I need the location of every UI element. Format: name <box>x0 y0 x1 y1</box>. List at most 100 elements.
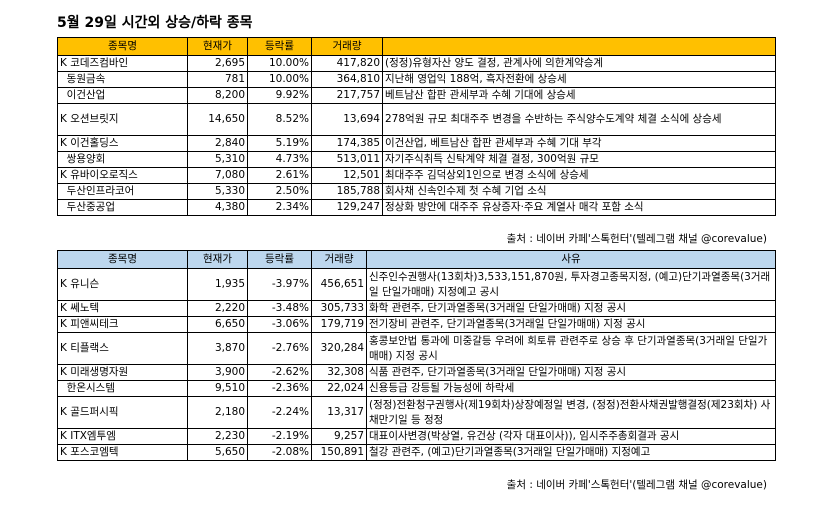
change-rate-cell: 2.34% <box>247 199 312 216</box>
table-row: 두산인프라코어 5,330 2.50% 185,788 회사채 신속인수제 첫 수혜 기… <box>57 183 776 200</box>
reason-cell: 278억원 규모 최대주주 변경을 수반하는 주식양수도계약 체결 소식에 상승… <box>382 103 776 136</box>
volume-cell: 417,820 <box>311 55 383 72</box>
stock-name-cell: 한온시스템 <box>57 380 188 397</box>
table-row: K 유바이오로직스 7,080 2.61% 12,501 최대주주 김덕상외1인으로 변… <box>57 167 776 184</box>
table-row: K 미래생명자원 3,900 -2.62% 32,308 식품 관련주, 단기과열종목(… <box>57 364 776 381</box>
change-rate-cell: -2.62% <box>247 364 312 381</box>
reason-cell: 정상화 방안에 대주주 유상증자·주요 계열사 매각 포함 소식 <box>382 199 776 216</box>
change-rate-cell: -3.97% <box>247 268 312 301</box>
reason-cell: 화학 관련주, 단기과열종목(3거래일 단일가매매) 지정 공시 <box>366 300 776 317</box>
header-volume: 거래량 <box>311 250 367 269</box>
table-row: 한온시스템 9,510 -2.36% 22,024 신용등급 강등될 가능성에 하락세 <box>57 380 776 397</box>
stock-name-cell: K 이건홀딩스 <box>57 135 188 152</box>
reason-cell: 홍콩보안법 통과에 미중갈등 우려에 희토류 관련주로 상승 후 단기과열종목(… <box>366 332 776 365</box>
price-cell: 781 <box>187 71 248 88</box>
price-cell: 5,330 <box>187 183 248 200</box>
header-volume: 거래량 <box>311 37 383 56</box>
reason-cell: 최대주주 김덕상외1인으로 변경 소식에 상승세 <box>382 167 776 184</box>
header-name: 종목명 <box>57 37 188 56</box>
table-row: 이건산업 8,200 9.92% 217,757 베트남산 합판 관세부과 수혜 기대에… <box>57 87 776 104</box>
gainers-table: 종목명 현재가 등락률 거래량 K 코데즈컴바인 2,695 10.00% 417,8… <box>57 37 776 216</box>
table-row: 두산중공업 4,380 2.34% 129,247 정상화 방안에 대주주 유상증자·주… <box>57 199 776 216</box>
change-rate-cell: -3.06% <box>247 316 312 333</box>
table-row: 쌍용양회 5,310 4.73% 513,011 자기주식취득 신탁계약 체결 결정, … <box>57 151 776 168</box>
volume-cell: 9,257 <box>311 428 367 445</box>
stock-name-cell: K 미래생명자원 <box>57 364 188 381</box>
reason-cell: (정정)전환청구권행사(제19회차)상장예정일 변경, (정정)전환사채권발행결… <box>366 396 776 429</box>
volume-cell: 150,891 <box>311 444 367 461</box>
reason-cell: 식품 관련주, 단기과열종목(3거래일 단일가매매) 지정 공시 <box>366 364 776 381</box>
losers-table: 종목명 현재가 등락률 거래량 사유 K 유니슨 1,935 -3.97% 456,6… <box>57 250 776 461</box>
volume-cell: 513,011 <box>311 151 383 168</box>
change-rate-cell: 2.50% <box>247 183 312 200</box>
table-row: K 오션브릿지 14,650 8.52% 13,694 278억원 규모 최대주주 변경… <box>57 103 776 136</box>
volume-cell: 320,284 <box>311 332 367 365</box>
price-cell: 3,900 <box>187 364 248 381</box>
reason-cell: 전기장비 관련주, 단기과열종목(3거래일 단일가매매) 지정 공시 <box>366 316 776 333</box>
table-row: K 유니슨 1,935 -3.97% 456,651 신주인수권행사(13회차)3,53… <box>57 268 776 301</box>
volume-cell: 12,501 <box>311 167 383 184</box>
change-rate-cell: 4.73% <box>247 151 312 168</box>
price-cell: 3,870 <box>187 332 248 365</box>
table-row: K 피앤씨테크 6,650 -3.06% 179,719 전기장비 관련주, 단기과열종… <box>57 316 776 333</box>
change-rate-cell: 8.52% <box>247 103 312 136</box>
table-row: K 포스코엠텍 5,650 -2.08% 150,891 철강 관련주, (예고)단기과… <box>57 444 776 461</box>
price-cell: 8,200 <box>187 87 248 104</box>
reason-cell: 이건산업, 베트남산 합판 관세부과 수혜 기대 부각 <box>382 135 776 152</box>
stock-name-cell: K ITX엠투엠 <box>57 428 188 445</box>
gainers-header-row: 종목명 현재가 등락률 거래량 <box>57 37 776 56</box>
volume-cell: 13,317 <box>311 396 367 429</box>
price-cell: 5,650 <box>187 444 248 461</box>
table-row: K ITX엠투엠 2,230 -2.19% 9,257 대표이사변경(박상열, 유건상 … <box>57 428 776 445</box>
stock-name-cell: 두산중공업 <box>57 199 188 216</box>
table-row: 동원금속 781 10.00% 364,810 지난해 영업익 188억, 흑자전환에 … <box>57 71 776 88</box>
stock-name-cell: K 티플랙스 <box>57 332 188 365</box>
stock-name-cell: 두산인프라코어 <box>57 183 188 200</box>
table-row: K 골드퍼시픽 2,180 -2.24% 13,317 (정정)전환청구권행사(제19회… <box>57 396 776 429</box>
change-rate-cell: -2.36% <box>247 380 312 397</box>
price-cell: 1,935 <box>187 268 248 301</box>
header-reason: 사유 <box>366 250 776 269</box>
price-cell: 9,510 <box>187 380 248 397</box>
table-row: K 티플랙스 3,870 -2.76% 320,284 홍콩보안법 통과에 미중갈등 우… <box>57 332 776 365</box>
header-price: 현재가 <box>187 37 248 56</box>
volume-cell: 174,385 <box>311 135 383 152</box>
stock-name-cell: K 코데즈컴바인 <box>57 55 188 72</box>
volume-cell: 305,733 <box>311 300 367 317</box>
table-row: K 쎄노텍 2,220 -3.48% 305,733 화학 관련주, 단기과열종목(3거… <box>57 300 776 317</box>
stock-name-cell: 쌍용양회 <box>57 151 188 168</box>
stock-name-cell: K 유니슨 <box>57 268 188 301</box>
header-reason-empty <box>382 37 776 56</box>
reason-cell: 회사채 신속인수제 첫 수혜 기업 소식 <box>382 183 776 200</box>
reason-cell: 신주인수권행사(13회차)3,533,151,870원, 투자경고종목지정, (… <box>366 268 776 301</box>
volume-cell: 13,694 <box>311 103 383 136</box>
change-rate-cell: -2.76% <box>247 332 312 365</box>
change-rate-cell: 2.61% <box>247 167 312 184</box>
header-change: 등락률 <box>247 250 312 269</box>
price-cell: 2,840 <box>187 135 248 152</box>
page-title: 5월 29일 시간외 상승/하락 종목 <box>57 15 253 31</box>
stock-name-cell: K 오션브릿지 <box>57 103 188 136</box>
stock-name-cell: K 골드퍼시픽 <box>57 396 188 429</box>
reason-cell: 신용등급 강등될 가능성에 하락세 <box>366 380 776 397</box>
price-cell: 2,230 <box>187 428 248 445</box>
volume-cell: 364,810 <box>311 71 383 88</box>
change-rate-cell: -3.48% <box>247 300 312 317</box>
stock-name-cell: K 쎄노텍 <box>57 300 188 317</box>
reason-cell: 대표이사변경(박상열, 유건상 (각자 대표이사)), 임시주주총회결과 공시 <box>366 428 776 445</box>
header-price: 현재가 <box>187 250 248 269</box>
header-change: 등락률 <box>247 37 312 56</box>
price-cell: 7,080 <box>187 167 248 184</box>
stock-name-cell: 동원금속 <box>57 71 188 88</box>
reason-cell: 자기주식취득 신탁계약 체결 결정, 300억원 규모 <box>382 151 776 168</box>
price-cell: 14,650 <box>187 103 248 136</box>
table-row: K 이건홀딩스 2,840 5.19% 174,385 이건산업, 베트남산 합판 관세… <box>57 135 776 152</box>
stock-name-cell: K 유바이오로직스 <box>57 167 188 184</box>
change-rate-cell: -2.19% <box>247 428 312 445</box>
change-rate-cell: 10.00% <box>247 55 312 72</box>
reason-cell: 베트남산 합판 관세부과 수혜 기대에 상승세 <box>382 87 776 104</box>
price-cell: 2,220 <box>187 300 248 317</box>
stock-name-cell: 이건산업 <box>57 87 188 104</box>
source-note-losers: 출처 : 네이버 카페'스톡헌터'(텔레그램 채널 @corevalue) <box>506 479 767 491</box>
volume-cell: 217,757 <box>311 87 383 104</box>
